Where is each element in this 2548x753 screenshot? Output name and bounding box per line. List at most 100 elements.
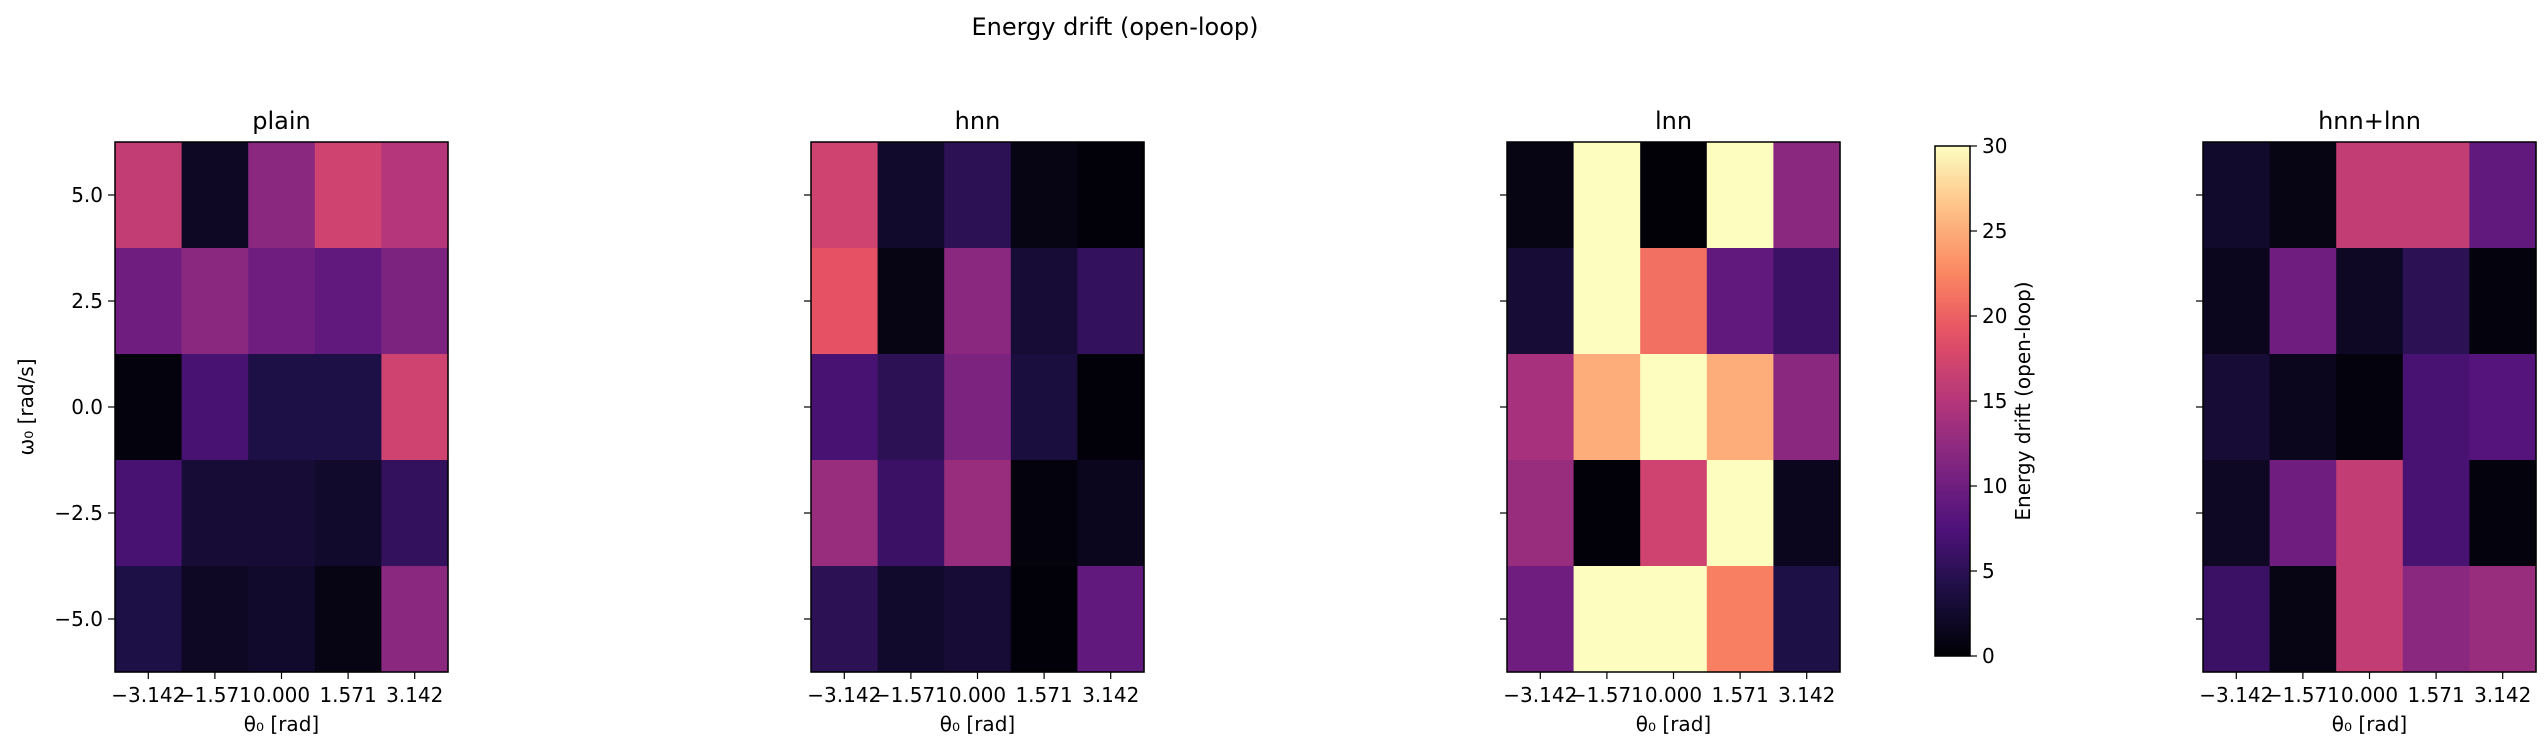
heatmap-cell	[115, 142, 183, 249]
y-tick-label: −2.5	[54, 501, 103, 525]
heatmap-cell	[944, 354, 1012, 461]
heatmap-cell	[248, 566, 316, 673]
x-tick-label: 0.000	[1645, 683, 1702, 707]
panel-title: plain	[252, 107, 311, 135]
heatmap-cell	[181, 142, 249, 249]
colorbar-tick-label: 15	[1982, 389, 2007, 413]
x-tick-label: −3.142	[111, 683, 185, 707]
colorbar-tick-label: 30	[1982, 134, 2007, 158]
heatmap-cell	[811, 354, 879, 461]
colorbar-label: Energy drift (open-loop)	[2011, 281, 2035, 520]
x-axis-label: θ₀ [rad]	[940, 712, 1015, 736]
heatmap-cell	[1507, 460, 1575, 567]
heatmap-cell	[1706, 566, 1774, 673]
heatmap-cell	[2203, 566, 2271, 673]
heatmap-cell	[2402, 354, 2470, 461]
colorbar-tick-label: 0	[1982, 644, 1995, 668]
heatmap-cell	[1507, 566, 1575, 673]
heatmap-cell	[2203, 248, 2271, 355]
colorbar: 0 5 10 15 20 25 30 Energy drift (open-loop)	[1934, 134, 2035, 668]
heatmap-cell	[1010, 354, 1078, 461]
heatmap-cell	[314, 460, 382, 567]
heatmap-cell	[1077, 354, 1145, 461]
x-tick-label: −3.142	[1503, 683, 1577, 707]
panel-title: hnn+lnn	[2318, 107, 2421, 135]
panel-title: lnn	[1655, 107, 1692, 135]
heatmap-cell	[2469, 354, 2537, 461]
heatmap-cell	[1010, 460, 1078, 567]
heatmap-cell	[1507, 142, 1575, 249]
heatmap-cell	[115, 248, 183, 355]
x-axis-label: θ₀ [rad]	[1636, 712, 1711, 736]
heatmap-cell	[877, 566, 945, 673]
heatmap-cell	[1773, 460, 1841, 567]
heatmap-cell	[2269, 566, 2337, 673]
panel-title: hnn	[955, 107, 1001, 135]
heatmap-cell	[1077, 248, 1145, 355]
x-tick-label: −1.571	[2266, 683, 2340, 707]
heatmap-cell	[1010, 566, 1078, 673]
x-tick-label: 1.571	[319, 683, 376, 707]
heatmap-cell	[2402, 566, 2470, 673]
heatmap-cell	[1010, 142, 1078, 249]
colorbar-tick-label: 20	[1982, 304, 2007, 328]
heatmap-cell	[2269, 354, 2337, 461]
heatmap-cell	[314, 142, 382, 249]
colorbar-tick-label: 10	[1982, 474, 2007, 498]
heatmap-panel: hnn+lnn −3.142−1.571 0.000 1.571 3.142 θ₀ [ra…	[2196, 107, 2537, 736]
heatmap-cell	[1773, 354, 1841, 461]
heatmap-cell	[1640, 566, 1708, 673]
x-tick-label: −1.571	[874, 683, 948, 707]
heatmap-cell	[1507, 248, 1575, 355]
heatmap-cell	[381, 566, 449, 673]
y-axis-label: ω₀ [rad/s]	[14, 358, 38, 455]
heatmap-cell	[381, 354, 449, 461]
heatmap-cell	[1706, 142, 1774, 249]
colorbar-bar	[1934, 145, 1971, 657]
colorbar-tick-label: 5	[1982, 559, 1995, 583]
y-tick-label: 2.5	[71, 289, 103, 313]
x-tick-label: 0.000	[949, 683, 1006, 707]
x-tick-label: −1.571	[1570, 683, 1644, 707]
heatmap-cell	[248, 460, 316, 567]
heatmap-cell	[2402, 248, 2470, 355]
heatmap-cell	[1573, 566, 1641, 673]
heatmap-cell	[314, 354, 382, 461]
heatmap-panels: plain−3.142−1.571 0.000 1.571 3.1425.02.50.…	[14, 107, 2537, 736]
heatmap-cell	[314, 248, 382, 355]
colorbar-tick-label: 25	[1982, 219, 2007, 243]
x-tick-label: 3.142	[1778, 683, 1835, 707]
heatmap-cell	[2203, 460, 2271, 567]
heatmap-cell	[181, 460, 249, 567]
heatmap-cell	[2336, 354, 2404, 461]
heatmap-cell	[811, 460, 879, 567]
heatmap-cell	[811, 566, 879, 673]
heatmap-cell	[381, 460, 449, 567]
heatmap-cell	[2469, 248, 2537, 355]
heatmap-panel: lnn −3.142−1.571 0.000 1.571 3.142 θ₀ [rad]	[1500, 107, 1841, 736]
heatmap-cell	[1706, 460, 1774, 567]
heatmap-cell	[2336, 460, 2404, 567]
heatmap-cell	[1077, 460, 1145, 567]
x-tick-label: −3.142	[807, 683, 881, 707]
x-axis-label: θ₀ [rad]	[2332, 712, 2407, 736]
heatmap-cell	[944, 566, 1012, 673]
x-axis-label: θ₀ [rad]	[244, 712, 319, 736]
heatmap-cell	[1573, 460, 1641, 567]
y-tick-label: 5.0	[71, 183, 103, 207]
x-tick-label: 1.571	[2407, 683, 2464, 707]
heatmap-cell	[1573, 354, 1641, 461]
heatmap-cell	[877, 248, 945, 355]
heatmap-cell	[248, 142, 316, 249]
heatmap-cell	[381, 248, 449, 355]
heatmap-cell	[2203, 142, 2271, 249]
heatmap-cell	[115, 354, 183, 461]
heatmap-cell	[115, 460, 183, 567]
heatmap-cell	[1773, 248, 1841, 355]
x-tick-label: 0.000	[2341, 683, 2398, 707]
heatmap-cell	[314, 566, 382, 673]
x-tick-label: 3.142	[386, 683, 443, 707]
heatmap-cell	[181, 566, 249, 673]
heatmap-cell	[944, 460, 1012, 567]
heatmap-cell	[1507, 354, 1575, 461]
